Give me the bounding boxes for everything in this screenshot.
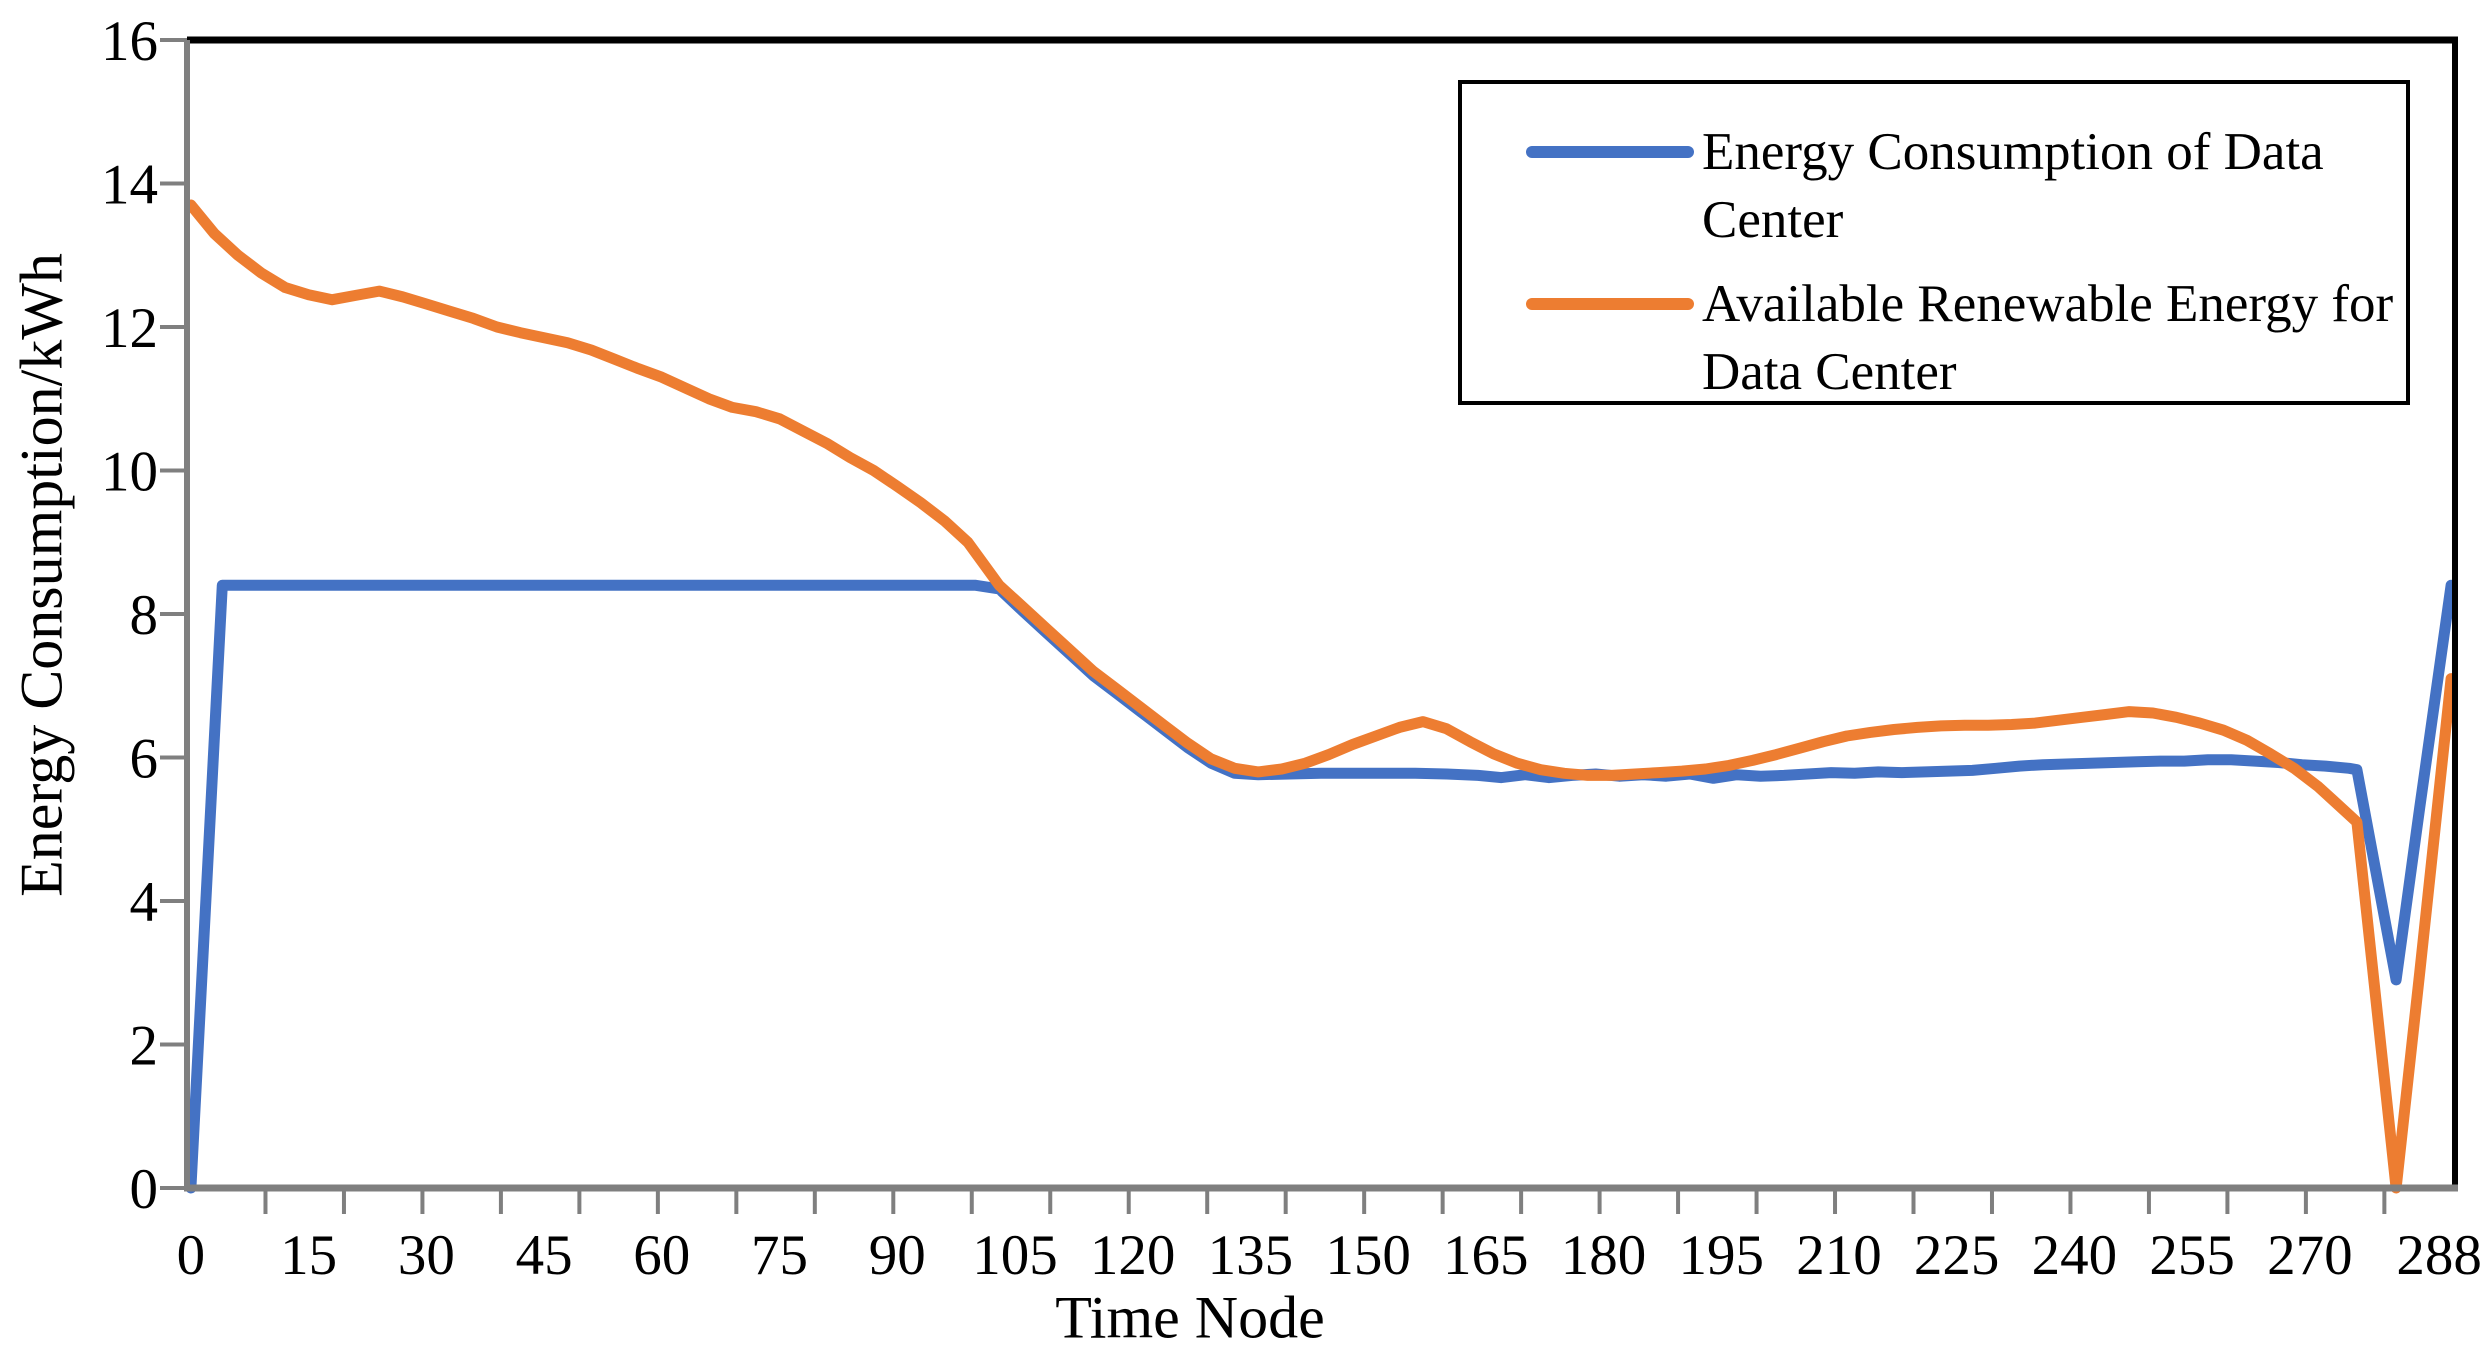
y-axis-title: Energy Consumption/kWh: [8, 253, 75, 897]
legend-label-renewable-energy: Available Renewable Energy for Data Cent…: [1702, 275, 2394, 401]
x-tick-label: 255: [2149, 1224, 2235, 1287]
y-tick-label: 10: [101, 441, 158, 504]
series-line-renewable-energy: [185, 199, 2457, 1194]
x-tick-label: 45: [516, 1224, 573, 1287]
y-tick-label: 14: [101, 154, 158, 217]
x-tick-label: 150: [1325, 1224, 1411, 1287]
y-tick-label: 4: [130, 871, 159, 934]
x-tick-label: 195: [1678, 1224, 1764, 1287]
y-tick-label: 16: [101, 10, 158, 73]
x-tick-label: 288: [2396, 1224, 2482, 1287]
x-tick-label: 135: [1208, 1224, 1294, 1287]
x-tick-label: 105: [972, 1224, 1058, 1287]
x-tick-label: 120: [1090, 1224, 1176, 1287]
y-tick-label: 2: [130, 1015, 159, 1078]
x-tick-label: 225: [1914, 1224, 2000, 1287]
x-tick-label: 60: [633, 1224, 690, 1287]
legend-item-energy-consumption: Energy Consumption of Data Center: [1526, 118, 2406, 254]
legend: Energy Consumption of Data Center Availa…: [1458, 80, 2410, 405]
legend-line-sample-energy-consumption: [1526, 146, 1694, 158]
y-tick-label: 0: [130, 1158, 159, 1221]
x-tick-label: 180: [1561, 1224, 1647, 1287]
legend-line-sample-renewable-energy: [1526, 298, 1694, 310]
x-tick-label: 30: [398, 1224, 455, 1287]
x-tick-label: 90: [869, 1224, 926, 1287]
series-line-energy-consumption: [185, 579, 2457, 1194]
x-tick-label: 270: [2267, 1224, 2353, 1287]
y-tick-label: 12: [101, 297, 158, 360]
x-tick-label: 240: [2032, 1224, 2118, 1287]
x-tick-label: 165: [1443, 1224, 1529, 1287]
y-tick-label: 8: [130, 584, 159, 647]
legend-item-renewable-energy: Available Renewable Energy for Data Cent…: [1526, 270, 2406, 406]
y-tick-label: 6: [130, 728, 159, 791]
x-axis-title: Time Node: [1055, 1284, 1325, 1351]
x-tick-label: 0: [177, 1224, 206, 1287]
x-tick-label: 210: [1796, 1224, 1882, 1287]
x-tick-label: 15: [280, 1224, 337, 1287]
x-tick-label: 75: [751, 1224, 808, 1287]
legend-label-energy-consumption: Energy Consumption of Data Center: [1702, 123, 2324, 249]
